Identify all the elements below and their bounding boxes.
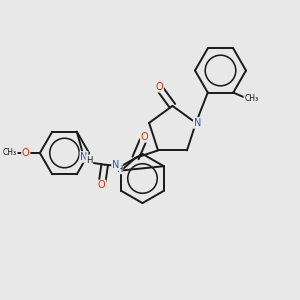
Text: H: H (116, 164, 122, 173)
Text: H: H (86, 156, 93, 165)
Text: N: N (80, 152, 88, 162)
Text: CH₃: CH₃ (244, 94, 258, 103)
Text: O: O (141, 132, 148, 142)
Text: O: O (98, 180, 106, 190)
Text: N: N (112, 160, 119, 170)
Text: O: O (22, 148, 30, 158)
Text: O: O (155, 82, 163, 92)
Text: N: N (194, 118, 201, 128)
Text: CH₃: CH₃ (3, 148, 17, 157)
